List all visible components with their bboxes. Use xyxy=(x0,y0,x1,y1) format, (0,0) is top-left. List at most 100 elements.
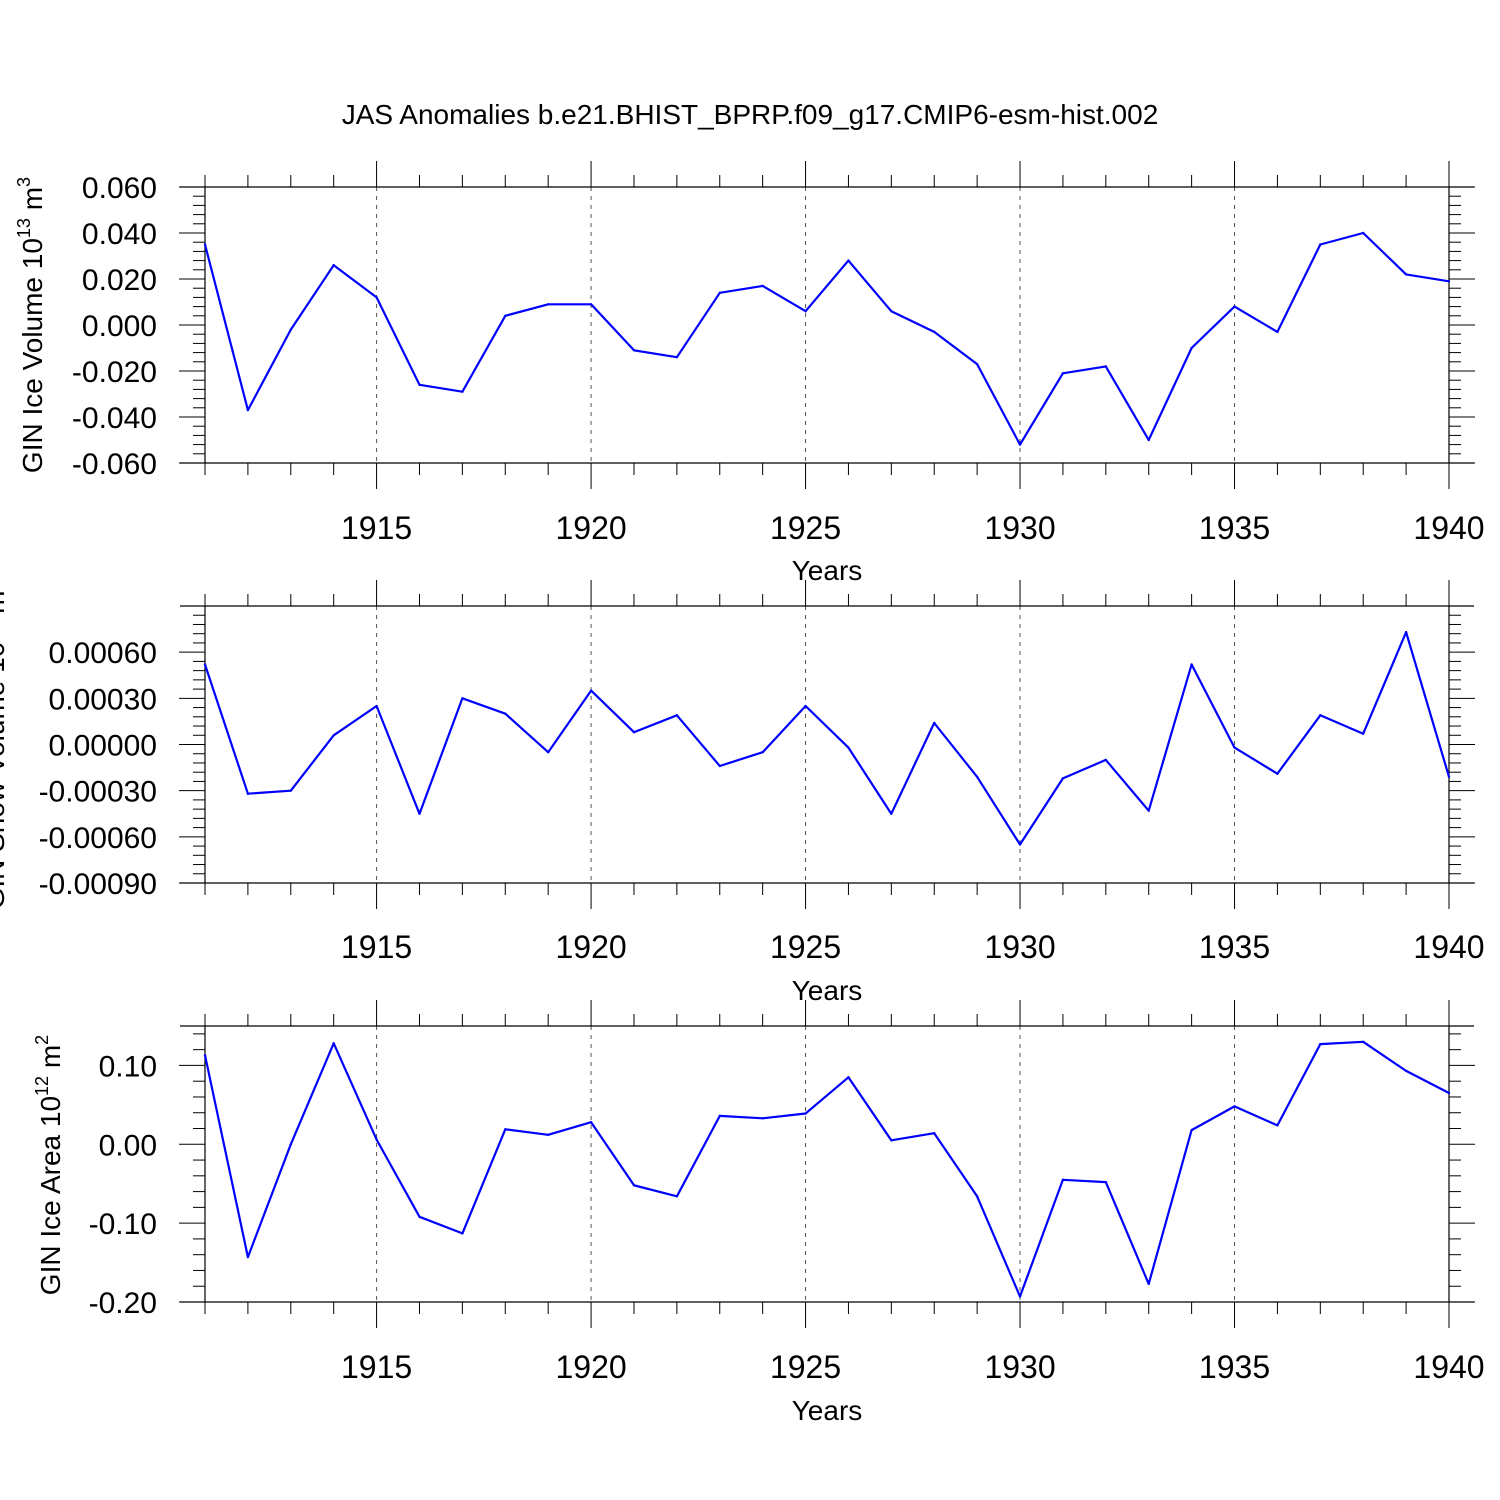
data-point xyxy=(1018,843,1022,846)
data-point xyxy=(332,264,335,267)
data-point xyxy=(375,1138,378,1141)
data-point xyxy=(1276,772,1279,775)
data-point xyxy=(1276,1124,1279,1127)
data-point xyxy=(375,296,378,299)
data-point xyxy=(718,764,721,768)
y-tick-label: -0.040 xyxy=(72,402,157,435)
data-point xyxy=(332,1042,335,1045)
x-tick-label: 1935 xyxy=(1199,929,1270,965)
data-point xyxy=(761,1117,764,1120)
panel-snow-volume: Years GIN Snow Volume 1013 m3 0.00060 0.0… xyxy=(0,580,1485,1006)
data-point xyxy=(1319,1042,1322,1046)
data-point xyxy=(546,303,550,306)
data-point xyxy=(933,721,936,725)
x-tick-label: 1930 xyxy=(984,929,1055,965)
data-point xyxy=(203,663,207,666)
data-point xyxy=(1147,809,1150,812)
x-axis-label: Years xyxy=(792,555,863,586)
x-tick-label: 1925 xyxy=(770,510,841,546)
data-point xyxy=(718,291,721,294)
data-point xyxy=(1190,346,1193,350)
series-line xyxy=(203,1040,1450,1298)
data-point xyxy=(847,259,850,262)
data-point xyxy=(1362,231,1365,235)
data-point xyxy=(718,1114,721,1118)
data-point xyxy=(1447,1091,1451,1095)
panel-ice-area: Years GIN Ice Area 1012 m2 0.10 0.00 -0.10… xyxy=(32,1000,1485,1426)
x-tick-label: 1925 xyxy=(770,929,841,965)
y-tick-label: 0.000 xyxy=(82,310,157,343)
y-tick-label: 0.040 xyxy=(82,218,157,251)
data-point xyxy=(203,243,207,246)
data-point xyxy=(975,1195,979,1198)
x-axis-label: Years xyxy=(792,975,863,1006)
data-point xyxy=(589,303,593,306)
data-point xyxy=(975,775,979,779)
data-point xyxy=(1276,330,1279,334)
series-line xyxy=(203,631,1451,846)
data-point xyxy=(1018,443,1022,446)
data-point xyxy=(1147,1282,1150,1286)
y-tick-label: -0.20 xyxy=(89,1287,157,1320)
data-point xyxy=(418,383,421,386)
x-tick-label: 1915 xyxy=(341,929,412,965)
data-point xyxy=(632,349,636,352)
x-tick-label: 1935 xyxy=(1199,510,1270,546)
y-axis-label: GIN Snow Volume 1013 m3 xyxy=(0,581,10,910)
y-tick-label: 0.00 xyxy=(99,1129,157,1162)
data-point xyxy=(1362,1040,1365,1043)
data-point xyxy=(289,1143,292,1146)
data-point xyxy=(1233,1105,1236,1108)
y-tick-label: 0.10 xyxy=(99,1050,157,1083)
data-point xyxy=(375,704,378,708)
data-point xyxy=(804,310,807,313)
x-tick-label: 1920 xyxy=(555,1349,626,1385)
data-point xyxy=(504,1128,507,1131)
data-point xyxy=(1061,1178,1065,1181)
data-point xyxy=(632,730,636,734)
data-point xyxy=(933,1132,936,1135)
y-tick-label: 0.020 xyxy=(82,264,157,297)
panel-ice-volume: Years GIN Ice Volume 1013 m3 0.060 0.040 0… xyxy=(14,161,1485,586)
data-point xyxy=(675,356,679,359)
y-tick-label: -0.10 xyxy=(89,1208,157,1241)
data-point xyxy=(418,1215,421,1219)
x-tick-label: 1915 xyxy=(341,1349,412,1385)
data-point xyxy=(1404,630,1408,634)
data-point xyxy=(933,330,936,334)
data-point xyxy=(418,812,421,815)
y-axis-label: GIN Ice Volume 1013 m3 xyxy=(14,177,48,473)
x-tick-label: 1940 xyxy=(1413,929,1484,965)
data-point xyxy=(289,789,292,792)
chart-title: JAS Anomalies b.e21.BHIST_BPRP.f09_g17.C… xyxy=(342,99,1159,130)
y-axis-label: GIN Ice Area 1012 m2 xyxy=(32,1035,66,1295)
data-point xyxy=(1319,714,1322,717)
y-tick-label: -0.00090 xyxy=(39,868,157,901)
data-point xyxy=(1061,372,1065,375)
data-point xyxy=(890,812,893,815)
data-point xyxy=(589,1121,593,1124)
data-point xyxy=(1061,777,1065,780)
data-point xyxy=(246,792,250,795)
data-point xyxy=(246,408,250,412)
x-axis-label: Years xyxy=(792,1395,863,1426)
series-line xyxy=(203,231,1450,446)
data-point xyxy=(1233,305,1236,308)
y-tick-label: 0.00030 xyxy=(49,683,157,716)
y-tick-label: 0.060 xyxy=(82,172,157,205)
data-point xyxy=(632,1184,636,1187)
x-tick-label: 1920 xyxy=(555,510,626,546)
data-point xyxy=(461,390,464,393)
data-point xyxy=(504,314,507,317)
data-point xyxy=(546,1133,550,1137)
data-point xyxy=(761,284,764,288)
y-tick-label: -0.00060 xyxy=(39,822,157,855)
y-tick-label: 0.00060 xyxy=(49,637,157,670)
data-point xyxy=(1104,365,1108,368)
data-point xyxy=(1233,746,1236,749)
data-point xyxy=(761,750,764,754)
data-point xyxy=(975,362,979,366)
data-point xyxy=(675,1195,679,1198)
data-point xyxy=(804,704,807,708)
